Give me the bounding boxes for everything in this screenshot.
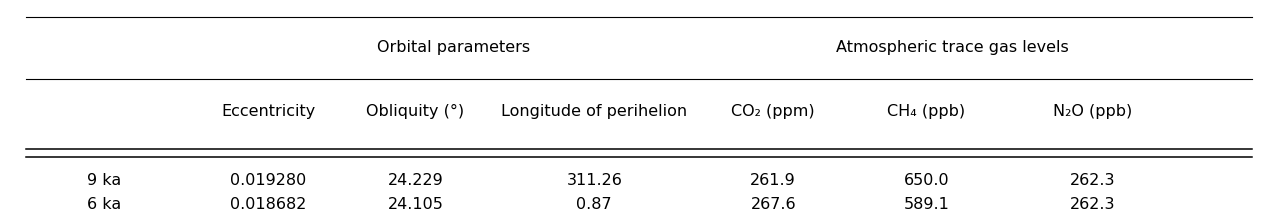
- Text: 262.3: 262.3: [1070, 173, 1116, 188]
- Text: 9 ka: 9 ka: [87, 173, 121, 188]
- Text: 0.87: 0.87: [576, 197, 612, 212]
- Text: Longitude of perihelion: Longitude of perihelion: [501, 104, 688, 119]
- Text: 0.018682: 0.018682: [230, 197, 307, 212]
- Text: CO₂ (ppm): CO₂ (ppm): [731, 104, 815, 119]
- Text: 311.26: 311.26: [566, 173, 622, 188]
- Text: Orbital parameters: Orbital parameters: [377, 40, 530, 55]
- Text: 267.6: 267.6: [750, 197, 796, 212]
- Text: 262.3: 262.3: [1070, 197, 1116, 212]
- Text: 650.0: 650.0: [904, 173, 950, 188]
- Text: 261.9: 261.9: [750, 173, 796, 188]
- Text: N₂O (ppb): N₂O (ppb): [1053, 104, 1132, 119]
- Text: Eccentricity: Eccentricity: [221, 104, 316, 119]
- Text: Atmospheric trace gas levels: Atmospheric trace gas levels: [836, 40, 1068, 55]
- Text: 0.019280: 0.019280: [230, 173, 307, 188]
- Text: 6 ka: 6 ka: [87, 197, 121, 212]
- Text: 24.105: 24.105: [387, 197, 443, 212]
- Text: Obliquity (°): Obliquity (°): [367, 104, 464, 119]
- Text: 589.1: 589.1: [904, 197, 950, 212]
- Text: 24.229: 24.229: [387, 173, 443, 188]
- Text: CH₄ (ppb): CH₄ (ppb): [887, 104, 966, 119]
